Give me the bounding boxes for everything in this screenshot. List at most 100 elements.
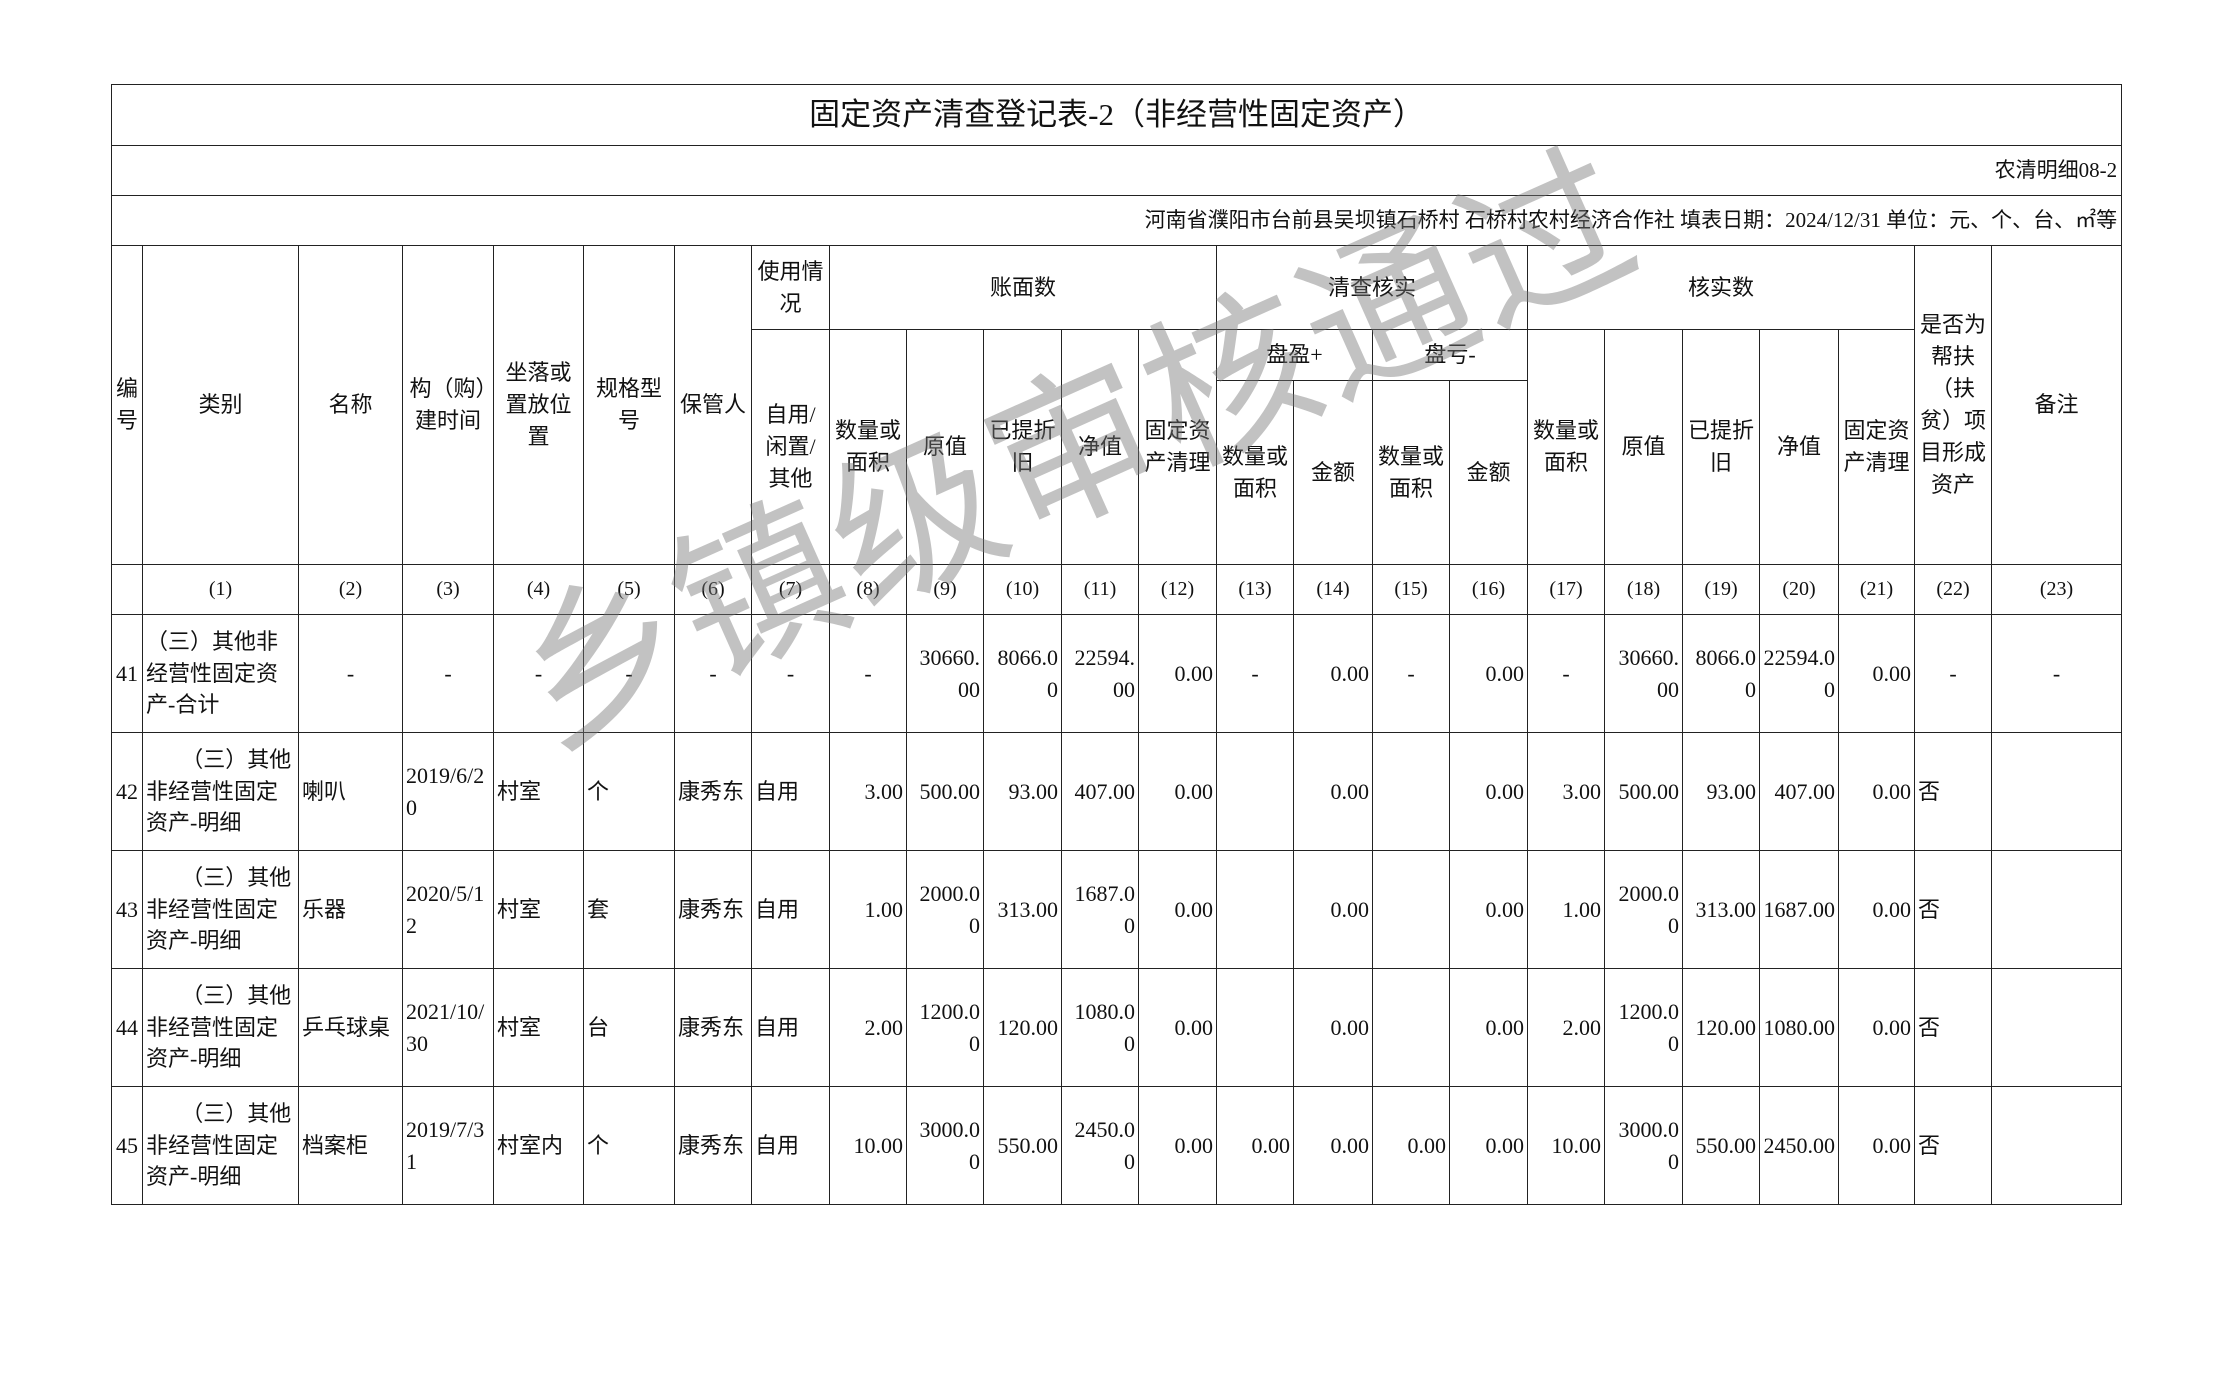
table-cell: 0.00 bbox=[1293, 732, 1373, 851]
table-cell: 2000.00 bbox=[906, 850, 984, 969]
header-ver-clear: 固定资产清理 bbox=[1838, 329, 1915, 565]
column-number: (20) bbox=[1759, 564, 1839, 615]
table-cell: 120.00 bbox=[1682, 968, 1760, 1087]
header-loss: 盘亏- bbox=[1372, 329, 1528, 381]
asset-register-table: 固定资产清查登记表-2（非经营性固定资产） 农清明细08-2 河南省濮阳市台前县… bbox=[110, 84, 2123, 1205]
header-surplus: 盘盈+ bbox=[1216, 329, 1373, 381]
table-cell: - bbox=[583, 614, 675, 733]
table-cell: 康秀东 bbox=[674, 968, 752, 1087]
table-cell: - bbox=[1216, 614, 1294, 733]
table-cell: 自用 bbox=[751, 968, 830, 1087]
table-cell: （三）其他非经营性固定资产-明细 bbox=[142, 732, 299, 851]
column-number: (10) bbox=[983, 564, 1062, 615]
table-cell bbox=[1216, 968, 1294, 1087]
column-number: (14) bbox=[1293, 564, 1373, 615]
table-cell: 550.00 bbox=[983, 1086, 1062, 1205]
header-loss-amount: 金额 bbox=[1449, 380, 1528, 565]
table-cell: 否 bbox=[1914, 732, 1992, 851]
table-cell bbox=[1372, 732, 1450, 851]
table-cell: 个 bbox=[583, 1086, 675, 1205]
table-cell: 0.00 bbox=[1449, 968, 1528, 1087]
table-row: 42 （三）其他非经营性固定资产-明细 喇叭 2019/6/20 村室个康秀东 自用 3.0… bbox=[111, 732, 2123, 851]
table-cell: - bbox=[829, 614, 907, 733]
header-book-orig: 原值 bbox=[906, 329, 984, 565]
table-cell: 500.00 bbox=[906, 732, 984, 851]
header-check: 清查核实 bbox=[1216, 245, 1528, 330]
column-number: (15) bbox=[1372, 564, 1450, 615]
column-number: (23) bbox=[1990, 564, 2123, 615]
table-cell: 0.00 bbox=[1293, 614, 1373, 733]
table-cell: 42 bbox=[111, 732, 143, 851]
table-row: 41 （三）其他非经营性固定资产-合计 - - - - - - -30660.00 8066.00… bbox=[111, 614, 2123, 733]
table-row: 44 （三）其他非经营性固定资产-明细 乒乓球桌 2021/10/30 村室台康秀东 自用… bbox=[111, 968, 2123, 1087]
table-cell: 0.00 bbox=[1138, 968, 1217, 1087]
header-book-depr: 已提折旧 bbox=[983, 329, 1062, 565]
table-cell: （三）其他非经营性固定资产-明细 bbox=[142, 1086, 299, 1205]
header-ver-qty: 数量或面积 bbox=[1527, 329, 1605, 565]
table-cell: 2021/10/30 bbox=[402, 968, 494, 1087]
table-cell: 自用 bbox=[751, 850, 830, 969]
table-cell bbox=[1990, 968, 2123, 1087]
table-cell: 93.00 bbox=[1682, 732, 1760, 851]
header-poverty: 是否为帮扶（扶贫）项目形成资产 bbox=[1914, 245, 1992, 565]
table-title: 固定资产清查登记表-2（非经营性固定资产） bbox=[110, 84, 2123, 146]
table-cell: - bbox=[1914, 614, 1992, 733]
column-number: (8) bbox=[829, 564, 907, 615]
header-loss-qty: 数量或面积 bbox=[1372, 380, 1450, 565]
table-cell: 22594.00 bbox=[1759, 614, 1839, 733]
table-cell: 村室内 bbox=[493, 1086, 584, 1205]
table-cell: 22594.00 bbox=[1061, 614, 1139, 733]
table-cell: 否 bbox=[1914, 968, 1992, 1087]
header-book-clear: 固定资产清理 bbox=[1138, 329, 1217, 565]
table-cell: 3000.00 bbox=[906, 1086, 984, 1205]
table-cell: - bbox=[1527, 614, 1605, 733]
header-ver-orig: 原值 bbox=[1604, 329, 1683, 565]
header-build-time: 构（购）建时间 bbox=[402, 245, 494, 565]
table-cell: 500.00 bbox=[1604, 732, 1683, 851]
table-cell: 313.00 bbox=[1682, 850, 1760, 969]
table-cell: 0.00 bbox=[1838, 968, 1915, 1087]
table-cell: 93.00 bbox=[983, 732, 1062, 851]
column-number: (21) bbox=[1838, 564, 1915, 615]
table-cell: （三）其他非经营性固定资产-明细 bbox=[142, 850, 299, 969]
table-cell: 康秀东 bbox=[674, 1086, 752, 1205]
table-cell: 套 bbox=[583, 850, 675, 969]
table-cell bbox=[1372, 968, 1450, 1087]
table-cell: 0.00 bbox=[1449, 850, 1528, 969]
table-cell: 0.00 bbox=[1138, 614, 1217, 733]
table-cell bbox=[1372, 850, 1450, 969]
table-cell: 0.00 bbox=[1838, 850, 1915, 969]
column-number: (12) bbox=[1138, 564, 1217, 615]
table-cell: 乒乓球桌 bbox=[298, 968, 403, 1087]
table-cell: 康秀东 bbox=[674, 850, 752, 969]
column-number: (2) bbox=[298, 564, 403, 615]
table-cell bbox=[1216, 850, 1294, 969]
column-number: (1) bbox=[142, 564, 299, 615]
table-cell: 1200.00 bbox=[1604, 968, 1683, 1087]
header-keeper: 保管人 bbox=[674, 245, 752, 565]
table-cell: 1.00 bbox=[829, 850, 907, 969]
table-cell: 0.00 bbox=[1838, 1086, 1915, 1205]
table-cell: 2000.00 bbox=[1604, 850, 1683, 969]
column-number: (3) bbox=[402, 564, 494, 615]
table-cell: 0.00 bbox=[1216, 1086, 1294, 1205]
column-number-row: (1) (2) (3) (4) (5) (6) (7) (8) (9) (10) (11) (12)(… bbox=[111, 564, 2123, 615]
table-cell: 3.00 bbox=[829, 732, 907, 851]
table-cell: 8066.00 bbox=[1682, 614, 1760, 733]
table-cell: 0.00 bbox=[1449, 614, 1528, 733]
table-cell: - bbox=[674, 614, 752, 733]
column-number: (13) bbox=[1216, 564, 1294, 615]
table-cell: 550.00 bbox=[1682, 1086, 1760, 1205]
table-cell bbox=[1990, 732, 2123, 851]
table-cell: 2.00 bbox=[829, 968, 907, 1087]
table-cell: - bbox=[298, 614, 403, 733]
table-cell: 1080.00 bbox=[1061, 968, 1139, 1087]
column-number: (16) bbox=[1449, 564, 1528, 615]
table-cell: 407.00 bbox=[1759, 732, 1839, 851]
table-cell: 8066.00 bbox=[983, 614, 1062, 733]
table-cell: 3000.00 bbox=[1604, 1086, 1683, 1205]
table-cell: 2450.00 bbox=[1061, 1086, 1139, 1205]
table-cell: 0.00 bbox=[1838, 732, 1915, 851]
table-cell: 2.00 bbox=[1527, 968, 1605, 1087]
header-usage-sub: 自用/闲置/其他 bbox=[751, 329, 830, 565]
